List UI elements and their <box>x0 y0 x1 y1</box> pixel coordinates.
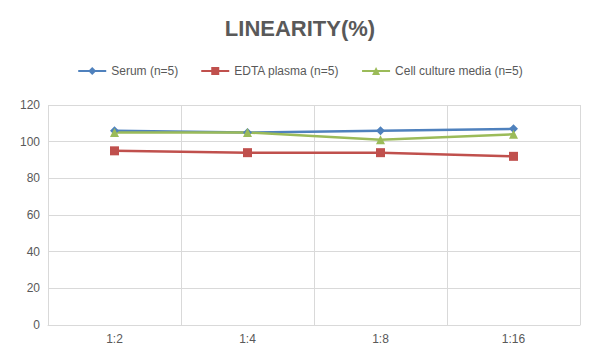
svg-text:Cell culture media (n=5): Cell culture media (n=5) <box>395 64 523 78</box>
svg-text:100: 100 <box>20 135 40 149</box>
svg-text:1:16: 1:16 <box>502 332 526 346</box>
svg-text:LINEARITY(%): LINEARITY(%) <box>225 16 375 41</box>
svg-text:0: 0 <box>33 318 40 332</box>
svg-text:120: 120 <box>20 98 40 112</box>
svg-text:1:8: 1:8 <box>372 332 389 346</box>
svg-text:Serum (n=5): Serum (n=5) <box>111 64 178 78</box>
svg-text:1:2: 1:2 <box>106 332 123 346</box>
svg-text:40: 40 <box>27 245 41 259</box>
svg-text:EDTA plasma (n=5): EDTA plasma (n=5) <box>234 64 338 78</box>
svg-text:1:4: 1:4 <box>239 332 256 346</box>
svg-text:60: 60 <box>27 208 41 222</box>
svg-text:20: 20 <box>27 281 41 295</box>
svg-text:80: 80 <box>27 171 41 185</box>
